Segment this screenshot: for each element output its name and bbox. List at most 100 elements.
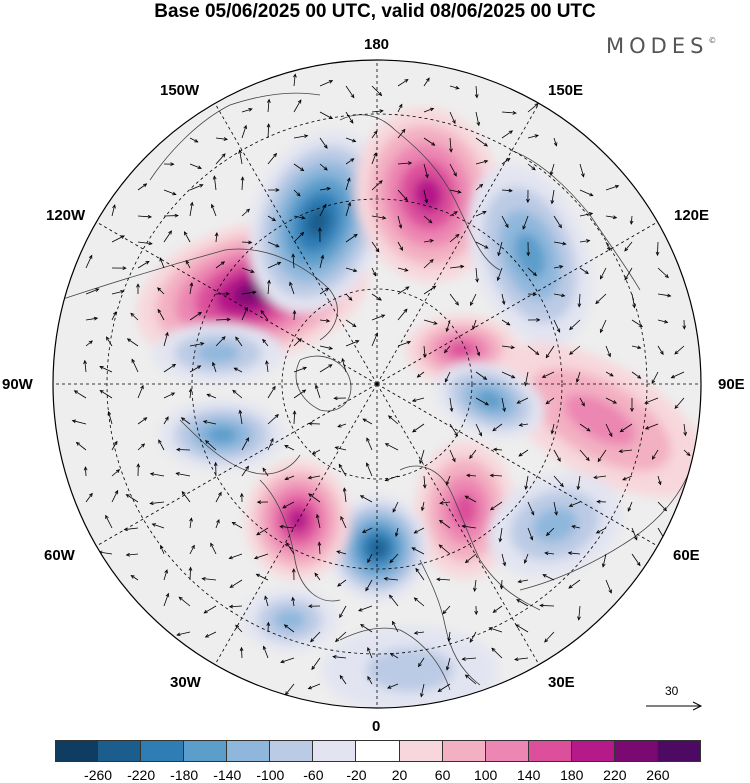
wind-vector xyxy=(605,371,614,377)
wind-vector xyxy=(345,233,358,243)
wind-vector xyxy=(334,446,347,451)
anomaly-contour xyxy=(306,206,330,238)
wind-vector xyxy=(501,157,511,165)
wind-vector xyxy=(599,319,607,334)
wind-vector xyxy=(340,515,347,529)
wind-vector xyxy=(107,410,113,425)
wind-vector xyxy=(579,423,591,432)
wind-vector xyxy=(292,410,297,425)
wind-vector xyxy=(553,293,566,298)
wind-vector xyxy=(605,423,613,438)
wind-vector xyxy=(475,397,490,406)
lon-label-150w: 150W xyxy=(160,82,200,99)
wind-vector xyxy=(397,286,410,295)
wind-vector xyxy=(657,319,669,324)
wind-vector xyxy=(497,241,503,257)
wind-vector xyxy=(595,293,607,305)
wind-vector xyxy=(235,336,243,347)
wind-vector xyxy=(157,308,165,321)
wind-vector xyxy=(397,161,413,166)
wind-vector xyxy=(215,336,226,347)
wind-vector xyxy=(629,215,634,225)
wind-vector xyxy=(126,338,139,347)
meridian-line xyxy=(376,383,658,547)
wind-vector xyxy=(201,576,217,581)
wind-vector xyxy=(475,345,481,357)
wind-vector xyxy=(657,475,662,486)
wind-vector xyxy=(674,345,685,355)
anomaly-contour xyxy=(514,232,546,278)
wind-vector xyxy=(682,319,687,330)
wind-vector xyxy=(319,163,328,171)
wind-vector xyxy=(449,163,457,177)
wind-vector xyxy=(501,293,506,306)
wind-vector xyxy=(99,366,113,373)
wind-vector xyxy=(619,423,633,433)
lon-label-120w: 120W xyxy=(46,207,86,224)
wind-vector xyxy=(371,109,384,113)
colorbar-cell xyxy=(313,740,357,762)
wind-vector xyxy=(253,553,269,560)
wind-vector xyxy=(232,389,243,399)
anomaly-contour xyxy=(476,390,504,410)
wind-vector xyxy=(415,567,425,581)
wind-vector xyxy=(256,527,269,536)
wind-vector xyxy=(423,137,436,146)
modes-logo: MODES© xyxy=(606,34,716,58)
colorbar-tick-label: 180 xyxy=(560,767,584,783)
wind-vector xyxy=(437,683,451,692)
wind-vector xyxy=(501,130,514,139)
wind-vector xyxy=(314,572,321,581)
wind-vector xyxy=(674,397,685,410)
wind-vector xyxy=(345,201,352,217)
wind-vector xyxy=(464,495,477,503)
wind-vector xyxy=(319,80,334,87)
wind-vector xyxy=(279,524,295,529)
map-boundary xyxy=(52,59,702,709)
wind-vector xyxy=(577,605,581,621)
wind-vector xyxy=(206,393,217,399)
wind-vector xyxy=(539,603,555,608)
wind-vector xyxy=(241,267,255,273)
wind-vector xyxy=(568,579,581,589)
wind-vector xyxy=(137,417,148,425)
wind-vector xyxy=(137,260,150,269)
wind-vector xyxy=(444,371,451,383)
colorbar-cell xyxy=(528,740,572,762)
wind-vector xyxy=(624,241,633,252)
wind-vector xyxy=(553,265,564,269)
wind-vector xyxy=(387,415,399,425)
lon-label-150e: 150E xyxy=(548,82,584,99)
wind-vector xyxy=(163,363,177,373)
wind-vector xyxy=(231,521,243,529)
wind-vector xyxy=(203,605,217,614)
latitude-circle xyxy=(281,288,473,480)
wind-vector xyxy=(474,605,479,616)
wind-vector xyxy=(569,319,581,331)
wind-vector xyxy=(387,683,399,689)
wind-vector xyxy=(527,267,538,277)
wind-vector xyxy=(423,285,437,295)
wind-vector xyxy=(436,577,451,582)
wind-vector xyxy=(597,449,607,463)
wind-vector xyxy=(310,631,321,643)
wind-vector xyxy=(420,501,425,512)
coastline xyxy=(59,248,338,341)
wind-vector xyxy=(365,462,373,477)
wind-vector xyxy=(579,449,590,462)
wind-vector xyxy=(85,492,93,503)
wind-vector xyxy=(213,461,218,477)
wind-vector xyxy=(445,657,451,671)
anomaly-contour xyxy=(206,426,238,444)
wind-vector xyxy=(423,319,438,325)
colorbar-cell xyxy=(485,740,529,762)
wind-vector xyxy=(524,475,529,490)
reference-vector: 30 xyxy=(640,684,710,714)
wind-vector xyxy=(544,551,555,556)
wind-vector xyxy=(631,371,642,379)
colorbar-tick-label: -60 xyxy=(303,767,324,783)
wind-vector xyxy=(492,447,503,452)
wind-vector xyxy=(175,472,191,477)
wind-vector xyxy=(411,397,425,403)
